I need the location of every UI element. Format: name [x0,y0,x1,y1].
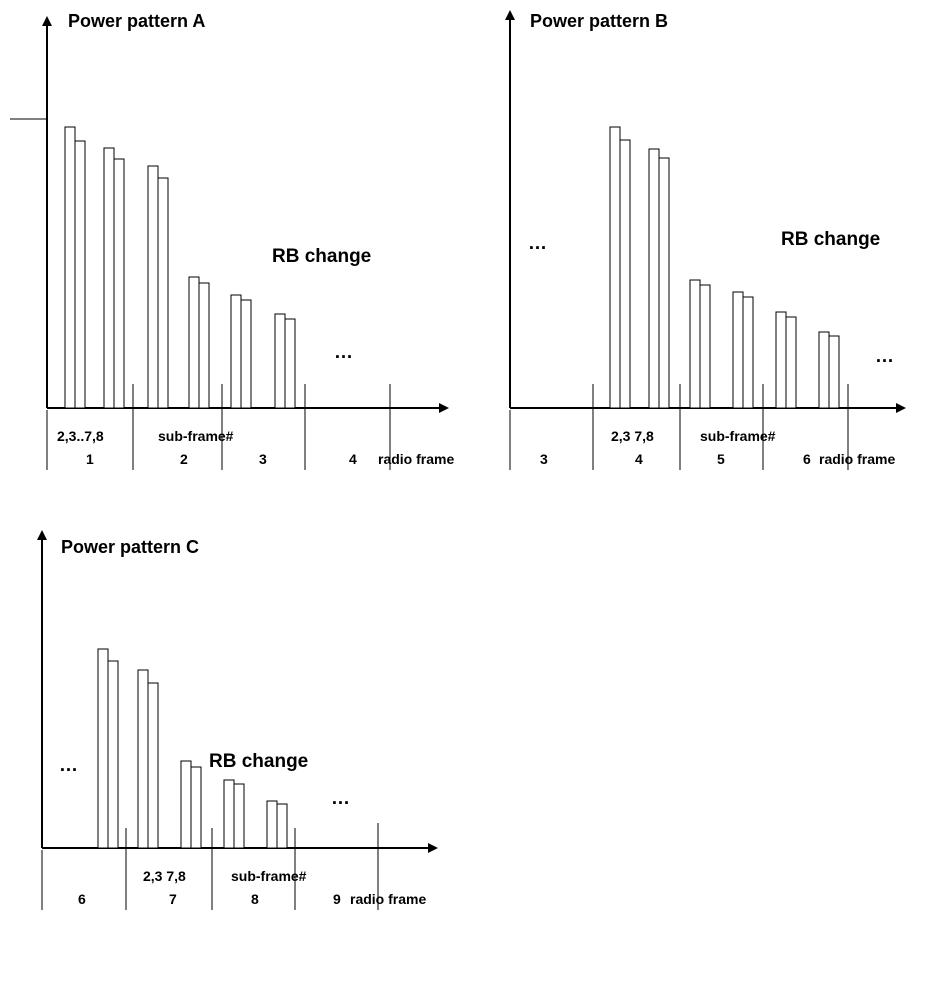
panel-b: Power pattern B RB change … … 2,3 7,8 [505,10,906,470]
bar-b-11 [818,331,830,409]
ellipsis-a: … [334,342,353,363]
bar-c-6 [190,766,202,849]
ellipsis-c: … [331,788,350,809]
bar-c-3 [137,669,149,849]
bar-a-3 [103,147,115,409]
subframe-numbers-a: 2,3..7,8 [57,428,104,444]
bar-a-1 [64,126,76,409]
rb-change-label-c: RB change [209,751,308,772]
bar-b-2 [619,139,631,409]
bar-b-10 [785,316,797,409]
frame-dividers-a [46,384,391,470]
frame-number-a-2: 2 [180,451,188,467]
panel-title-a: Power pattern A [68,11,205,31]
bars-c [97,648,288,849]
frame-number-b-3: 5 [717,451,725,467]
bar-c-5 [180,760,192,849]
rb-change-label-a: RB change [272,246,371,267]
bar-a-12 [284,318,296,409]
bars-a [64,126,296,409]
frame-dividers-b [509,384,849,470]
ellipsis-b: … [875,346,894,367]
bar-c-8 [233,783,245,849]
subframe-numbers-c: 2,3 7,8 [143,868,186,884]
bar-b-4 [658,157,670,409]
frame-number-c-3: 8 [251,891,259,907]
bars-b [609,126,840,409]
frame-number-a-3: 3 [259,451,267,467]
bar-b-8 [742,296,754,409]
rb-change-label-b: RB change [781,229,880,250]
bar-a-10 [240,299,252,409]
bar-a-9 [230,294,242,409]
frame-number-b-2: 4 [635,451,643,467]
frame-dividers-c [41,823,379,910]
bar-c-7 [223,779,235,849]
bar-b-9 [775,311,787,409]
panel-c: Power pattern C RB change … … [37,530,438,910]
subframe-axis-label-a: sub-frame# [158,428,234,444]
bar-a-4 [113,158,125,409]
bar-a-6 [157,177,169,409]
bar-b-6 [699,284,711,409]
frame-number-c-2: 7 [169,891,177,907]
bar-b-1 [609,126,621,409]
bar-c-2 [107,660,119,849]
radio-frame-label-b: radio frame [819,451,895,467]
subframe-numbers-b: 2,3 7,8 [611,428,654,444]
bar-a-2 [74,140,86,409]
frame-number-c-1: 6 [78,891,86,907]
panel-title-b: Power pattern B [530,11,668,31]
radio-frame-label-c: radio frame [350,891,426,907]
bar-b-3 [648,148,660,409]
bar-b-12 [828,335,840,409]
bar-c-9 [266,800,278,849]
bar-a-5 [147,165,159,409]
bar-a-7 [188,276,200,409]
bar-c-10 [276,803,288,849]
bar-a-8 [198,282,210,409]
panel-title-c: Power pattern C [61,537,199,557]
bar-b-5 [689,279,701,409]
frame-number-a-1: 1 [86,451,94,467]
bar-c-1 [97,648,109,849]
subframe-axis-label-c: sub-frame# [231,868,307,884]
panel-a: Power pattern A RB change … 2,3..7,8 sub… [10,11,454,470]
frame-number-b-1: 3 [540,451,548,467]
radio-frame-label-a: radio frame [378,451,454,467]
subframe-axis-label-b: sub-frame# [700,428,776,444]
ellipsis-left-c: … [59,755,78,776]
bar-a-11 [274,313,286,409]
frame-number-c-4: 9 [333,891,341,907]
bar-b-7 [732,291,744,409]
frame-number-b-4: 6 [803,451,811,467]
bar-c-4 [147,682,159,849]
frame-number-a-4: 4 [349,451,357,467]
ellipsis-left-b: … [528,233,547,254]
